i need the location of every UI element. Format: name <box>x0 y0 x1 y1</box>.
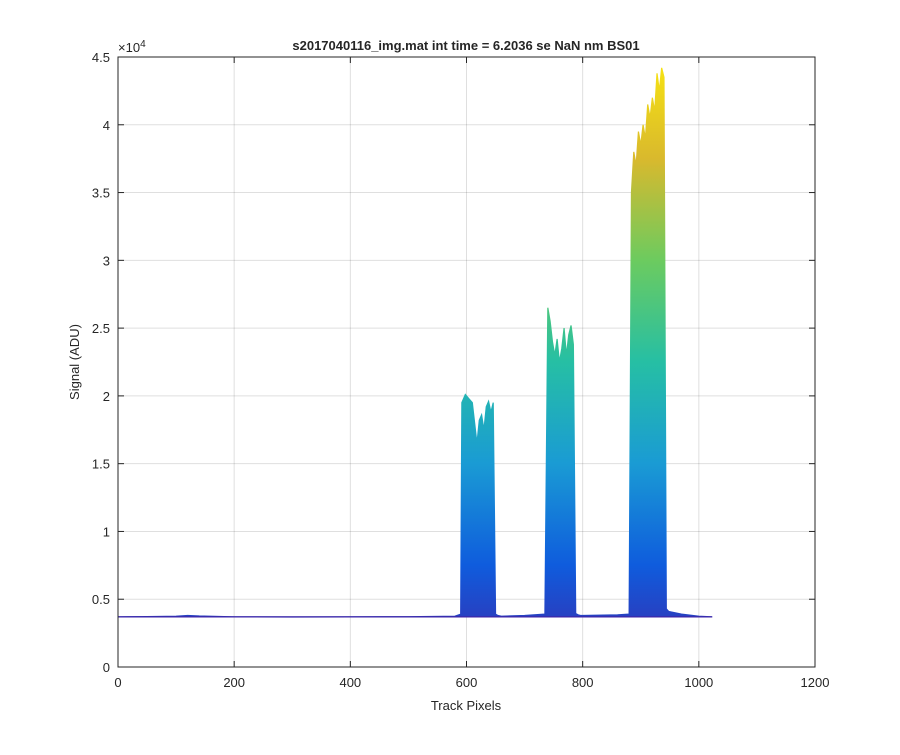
signal-line <box>118 67 713 618</box>
x-tick-label: 0 <box>114 675 121 690</box>
x-tick-label: 1200 <box>801 675 830 690</box>
y-tick-label: 1.5 <box>92 457 110 472</box>
y-tick-label: 4 <box>103 118 110 133</box>
y-tick-label: 1 <box>103 524 110 539</box>
axis-ticks <box>117 56 816 668</box>
y-tick-label: 2 <box>103 389 110 404</box>
data-series <box>118 67 713 618</box>
y-tick-label: 3.5 <box>92 186 110 201</box>
signal-area <box>118 67 713 617</box>
tick-labels: 0 200 400 600 800 1000 1200 0 0.5 1 1.5 2 2.5 3 3.5 4 4.… <box>92 50 830 690</box>
y-axis-label: Signal (ADU) <box>67 324 82 400</box>
x-tick-label: 800 <box>572 675 594 690</box>
x-axis-label: Track Pixels <box>431 698 502 713</box>
x-tick-label: 600 <box>456 675 478 690</box>
y-tick-label: 0.5 <box>92 592 110 607</box>
x-tick-label: 1000 <box>684 675 713 690</box>
y-tick-label: 0 <box>103 660 110 675</box>
grid <box>118 57 815 667</box>
x-tick-label: 200 <box>223 675 245 690</box>
x-tick-label: 400 <box>339 675 361 690</box>
y-tick-label: 4.5 <box>92 50 110 65</box>
y-tick-label: 2.5 <box>92 321 110 336</box>
chart-title: s2017040116_img.mat int time = 6.2036 se… <box>292 38 639 53</box>
y-exponent: ×104 <box>118 39 146 55</box>
y-tick-label: 3 <box>103 253 110 268</box>
